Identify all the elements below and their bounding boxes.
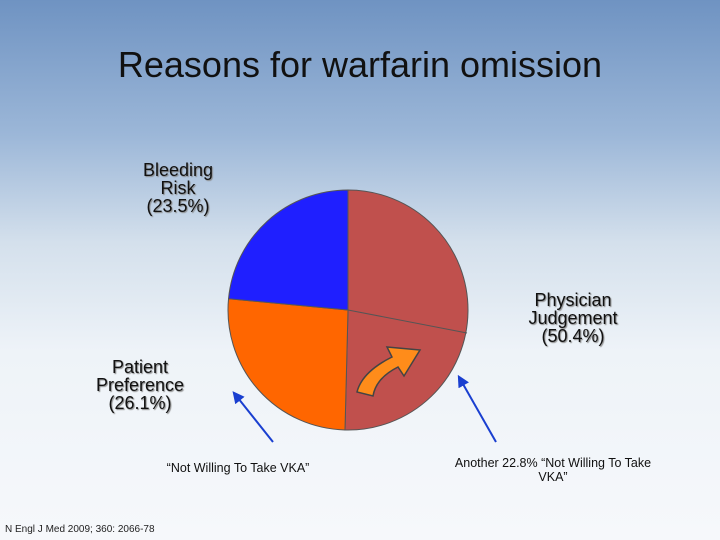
pointer-arrow <box>457 374 497 443</box>
source: N Engl J Med 2009; 360: 2066-78 <box>5 524 155 535</box>
slice-label: Physician Judgement (50.4%) <box>518 291 628 345</box>
slice-label: Bleeding Risk (23.5%) <box>128 161 228 215</box>
annotation: Another 22.8% “Not Willing To Take VKA” <box>454 456 652 484</box>
curved-arrow <box>356 346 422 397</box>
category-label: Bleeding Risk <box>142 160 214 198</box>
divider <box>347 309 468 334</box>
pointer-arrow <box>232 391 274 443</box>
category-label: Physician Judgement <box>528 290 618 328</box>
pie-slice <box>227 298 349 431</box>
category-label: Patient Preference <box>95 357 185 395</box>
value-label: (23.5%) <box>146 196 210 216</box>
pie-slice <box>227 189 349 311</box>
chart-title: Reasons for warfarin omission <box>117 44 603 85</box>
slice-label: Patient Preference (26.1%) <box>90 358 190 412</box>
annotation: “Not Willing To Take VKA” <box>166 461 310 475</box>
value-label: (26.1%) <box>108 393 172 413</box>
value-label: (50.4%) <box>541 326 605 346</box>
